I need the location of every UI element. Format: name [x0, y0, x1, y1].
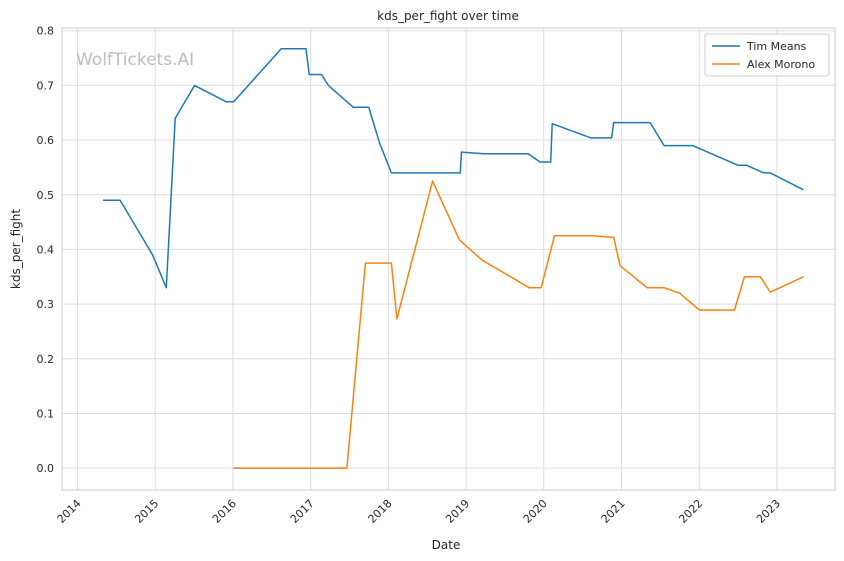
y-tick-label: 0.8: [37, 25, 55, 38]
y-tick-label: 0.7: [37, 79, 55, 92]
x-tick-label: 2021: [599, 497, 628, 526]
legend: Tim Means Alex Morono: [704, 33, 830, 77]
x-tick-label: 2018: [366, 497, 395, 526]
plot-frame: [61, 27, 836, 491]
y-tick-label: 0.2: [37, 353, 55, 366]
grid: [62, 28, 835, 490]
y-axis-title: kds_per_fight: [9, 209, 23, 290]
x-tick-label: 2022: [676, 497, 705, 526]
y-tick-labels: 0.0 0.1 0.2 0.3 0.4 0.5 0.6 0.7 0.8: [37, 25, 55, 475]
legend-label-tim-means: Tim Means: [746, 40, 807, 53]
series-lines: [103, 48, 804, 469]
y-tick-label: 0.4: [37, 243, 55, 256]
x-tick-label: 2016: [210, 497, 239, 526]
watermark: WolfTickets.AI: [76, 50, 194, 70]
x-tick-label: 2014: [55, 497, 84, 526]
y-tick-label: 0.6: [37, 134, 55, 147]
x-tick-label: 2019: [443, 497, 472, 526]
legend-box: [704, 33, 830, 77]
y-tick-label: 0.3: [37, 298, 55, 311]
x-tick-labels: 2014 2015 2016 2017 2018 2019 2020 2021 2022 2023: [55, 497, 783, 526]
series-line-tim-means: [103, 48, 804, 289]
x-tick-label: 2020: [521, 497, 550, 526]
x-tick-label: 2015: [132, 497, 161, 526]
y-tick-label: 0.0: [37, 462, 55, 475]
chart-title: kds_per_fight over time: [377, 9, 519, 23]
x-axis-title: Date: [432, 538, 461, 552]
x-tick-label: 2017: [288, 497, 317, 526]
x-tick-label: 2023: [754, 497, 783, 526]
plot-background: [62, 28, 835, 490]
legend-label-alex-morono: Alex Morono: [747, 58, 815, 71]
y-tick-label: 0.1: [37, 407, 55, 420]
y-tick-label: 0.5: [37, 189, 55, 202]
series-line-alex-morono: [232, 180, 804, 469]
